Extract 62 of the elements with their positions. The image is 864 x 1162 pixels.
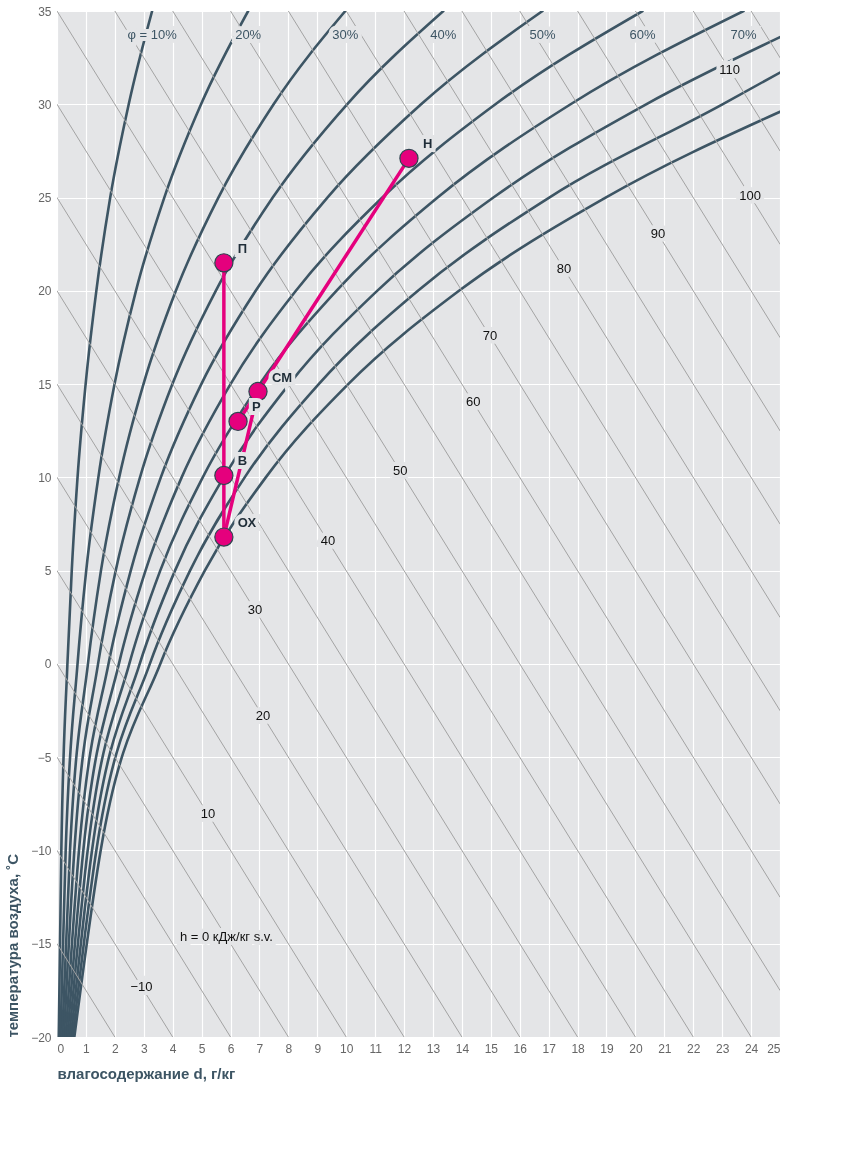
- x-tick-label: 19: [600, 1041, 614, 1056]
- x-tick-label: 14: [455, 1041, 470, 1056]
- y-tick-label: −10: [31, 843, 52, 858]
- x-tick-label: 2: [112, 1041, 119, 1056]
- annotation: 70: [482, 328, 498, 344]
- x-tick-label: 7: [256, 1041, 264, 1056]
- annotation: 20: [255, 708, 271, 724]
- x-tick-label: 16: [513, 1041, 528, 1056]
- x-tick-label: 24: [744, 1041, 759, 1056]
- x-tick-label: 18: [571, 1041, 586, 1056]
- x-tick-label: 10: [340, 1041, 354, 1056]
- x-tick-label: 15: [484, 1041, 499, 1056]
- x-tick-label: 20: [629, 1041, 643, 1056]
- y-tick-label: 30: [38, 97, 52, 112]
- y-tick-label: 20: [38, 284, 52, 299]
- x-tick-label: 8: [285, 1041, 293, 1056]
- data-label: ОХ: [237, 515, 257, 531]
- annotation: 100: [739, 188, 762, 204]
- x-tick-label: 3: [140, 1041, 148, 1056]
- y-tick-label: −15: [31, 937, 52, 952]
- x-tick-label: 0: [57, 1041, 65, 1056]
- x-tick-label: 13: [426, 1041, 441, 1056]
- x-tick-label: 12: [397, 1041, 412, 1056]
- series-label: 50%: [529, 27, 557, 42]
- annotation: 50: [393, 463, 408, 479]
- x-tick-label: 1: [83, 1041, 91, 1056]
- annotation: 60: [465, 394, 481, 410]
- series-label: 60%: [629, 27, 657, 42]
- annotation: 110: [719, 61, 741, 77]
- x-tick-label: 25: [767, 1041, 781, 1056]
- x-axis-title: влагосодержание d, г/кг: [57, 1064, 236, 1082]
- x-tick-label: 4: [169, 1041, 177, 1056]
- x-tick-label: 9: [314, 1041, 322, 1056]
- annotation: 30: [247, 602, 263, 618]
- x-tick-label: 5: [198, 1041, 206, 1056]
- x-tick-label: 6: [227, 1041, 235, 1056]
- y-tick-label: 25: [38, 191, 52, 206]
- series-label: 20%: [235, 27, 262, 42]
- data-label: СМ: [271, 369, 293, 385]
- y-tick-label: 15: [38, 377, 52, 392]
- x-tick-label: 22: [687, 1041, 701, 1056]
- y-tick-label: −5: [37, 750, 52, 765]
- x-tick-label: 17: [542, 1041, 557, 1056]
- y-tick-label: 10: [38, 470, 52, 485]
- x-tick-label: 21: [658, 1041, 672, 1056]
- annotation: 10: [200, 806, 216, 822]
- x-tick-label: 23: [715, 1041, 730, 1056]
- y-tick-label: 0: [44, 657, 52, 672]
- y-axis-title: температура воздуха, ˚C: [4, 853, 22, 1038]
- annotation: 40: [320, 533, 336, 549]
- x-tick-label: 11: [369, 1041, 383, 1056]
- series-label: 30%: [332, 27, 359, 42]
- y-tick-label: 5: [44, 564, 52, 579]
- annotation: 90: [650, 226, 666, 242]
- data-label: Н: [422, 136, 433, 152]
- y-tick-label: −20: [31, 1030, 52, 1045]
- annotation: 80: [556, 260, 572, 276]
- annotation: h = 0 кДж/кг s.v.: [179, 929, 273, 945]
- annotation: −10: [130, 978, 153, 994]
- series-label: 40%: [430, 27, 457, 42]
- series-label: 70%: [730, 27, 758, 42]
- y-tick-label: 35: [38, 4, 52, 19]
